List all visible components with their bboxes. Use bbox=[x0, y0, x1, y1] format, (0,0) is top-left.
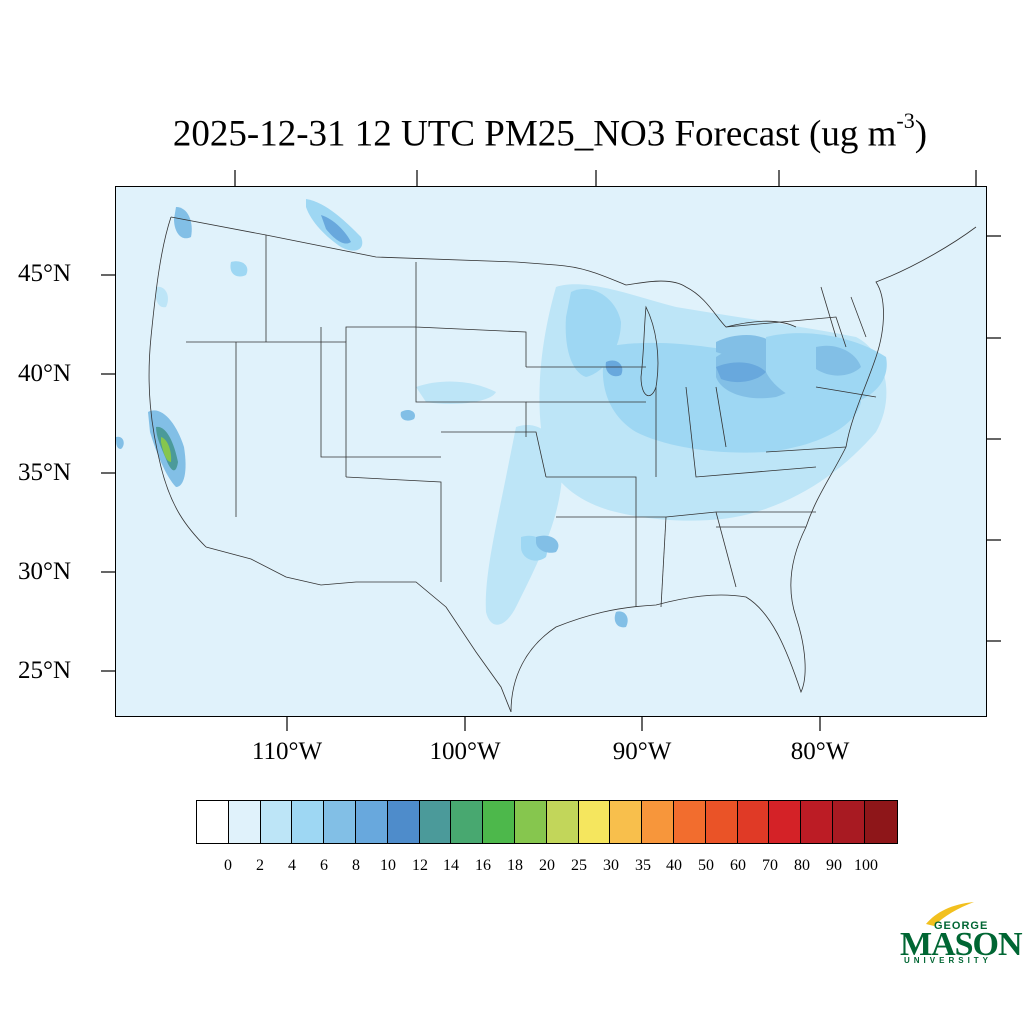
colorbar-box-4 bbox=[324, 801, 356, 843]
colorbar-label-12: 12 bbox=[412, 857, 428, 874]
colorbar-label-50: 50 bbox=[698, 857, 714, 874]
field-colorado-spot bbox=[400, 409, 415, 421]
colorbar-box-0 bbox=[197, 801, 229, 843]
colorbar-label-6: 6 bbox=[320, 857, 328, 874]
field-bay-area bbox=[116, 436, 124, 449]
colorbar-box-11 bbox=[546, 801, 579, 843]
lat-label-25: 25°N bbox=[18, 657, 72, 684]
lon-label-100w: 100°W bbox=[429, 738, 501, 765]
map-title: 2025-12-31 12 UTC PM25_NO3 Forecast (ug … bbox=[0, 108, 1024, 155]
colorbar-box-19 bbox=[801, 801, 833, 843]
colorbar-box-20 bbox=[832, 801, 865, 843]
field-plains-plume bbox=[485, 425, 562, 625]
colorbar-box-8 bbox=[451, 801, 484, 843]
field-idaho bbox=[230, 261, 248, 277]
title-text: 2025-12-31 12 UTC PM25_NO3 Forecast (ug … bbox=[172, 113, 897, 155]
lon-label-110w: 110°W bbox=[251, 738, 323, 765]
field-central-valley-peak bbox=[161, 437, 172, 462]
colorbar-label-40: 40 bbox=[666, 857, 682, 874]
colorbar-label-70: 70 bbox=[762, 857, 778, 874]
colorbar-box-1 bbox=[228, 801, 261, 843]
colorbar-label-14: 14 bbox=[443, 857, 459, 874]
colorbar bbox=[196, 800, 898, 844]
lat-label-40: 40°N bbox=[18, 360, 72, 387]
field-ohio-peak bbox=[716, 362, 766, 383]
colorbar-label-20: 20 bbox=[539, 857, 555, 874]
lat-label-35: 35°N bbox=[18, 459, 72, 486]
colorbar-label-60: 60 bbox=[730, 857, 746, 874]
logo-george: GEORGE bbox=[934, 920, 989, 932]
colorbar-box-7 bbox=[419, 801, 452, 843]
colorbar-box-15 bbox=[673, 801, 706, 843]
field-montana-peak bbox=[321, 215, 351, 244]
map-svg bbox=[116, 199, 977, 713]
colorbar-box-6 bbox=[387, 801, 420, 843]
colorbar-label-10: 10 bbox=[380, 857, 396, 874]
lat-label-45: 45°N bbox=[18, 260, 72, 287]
colorbar-label-0: 0 bbox=[224, 857, 232, 874]
field-seattle bbox=[174, 207, 192, 239]
colorbar-box-3 bbox=[292, 801, 325, 843]
colorbar-label-2: 2 bbox=[256, 857, 264, 874]
colorbar-box-16 bbox=[705, 801, 738, 843]
concentration-fields bbox=[116, 199, 887, 628]
lat-label-30: 30°N bbox=[18, 558, 72, 585]
field-new-orleans bbox=[614, 611, 628, 628]
colorbar-label-100: 100 bbox=[854, 857, 878, 874]
field-oregon bbox=[155, 286, 168, 308]
state-boundaries bbox=[148, 216, 977, 713]
colorbar-box-14 bbox=[642, 801, 674, 843]
lon-label-80w: 80°W bbox=[790, 738, 850, 765]
lon-label-90w: 90°W bbox=[612, 738, 672, 765]
colorbar-box-2 bbox=[260, 801, 293, 843]
colorbar-box-9 bbox=[483, 801, 515, 843]
colorbar-label-16: 16 bbox=[475, 857, 491, 874]
title-close: ) bbox=[914, 113, 928, 155]
map-panel bbox=[115, 186, 987, 717]
field-texas-peak bbox=[536, 535, 559, 553]
colorbar-box-13 bbox=[610, 801, 643, 843]
field-kansas bbox=[416, 381, 496, 404]
colorbar-box-5 bbox=[355, 801, 388, 843]
colorbar-box-10 bbox=[514, 801, 547, 843]
colorbar-box-17 bbox=[737, 801, 770, 843]
colorbar-box-12 bbox=[578, 801, 611, 843]
title-superscript: -3 bbox=[896, 108, 915, 133]
colorbar-label-80: 80 bbox=[794, 857, 810, 874]
colorbar-label-90: 90 bbox=[826, 857, 842, 874]
field-wisconsin-peak bbox=[605, 360, 623, 377]
field-pennsylvania bbox=[816, 345, 861, 376]
field-wisconsin bbox=[565, 288, 621, 377]
colorbar-label-8: 8 bbox=[352, 857, 360, 874]
colorbar-label-25: 25 bbox=[571, 857, 587, 874]
colorbar-label-18: 18 bbox=[507, 857, 523, 874]
colorbar-label-4: 4 bbox=[288, 857, 296, 874]
colorbar-label-35: 35 bbox=[635, 857, 651, 874]
logo-swoosh-icon bbox=[926, 902, 974, 926]
colorbar-label-30: 30 bbox=[603, 857, 619, 874]
colorbar-box-18 bbox=[769, 801, 802, 843]
george-mason-logo: GEORGE MASON UNIVERSITY bbox=[898, 898, 1023, 968]
logo-university: UNIVERSITY bbox=[904, 956, 993, 965]
colorbar-box-21 bbox=[864, 801, 897, 843]
logo-mason: MASON bbox=[900, 926, 1023, 963]
field-lake-erie bbox=[716, 335, 776, 357]
